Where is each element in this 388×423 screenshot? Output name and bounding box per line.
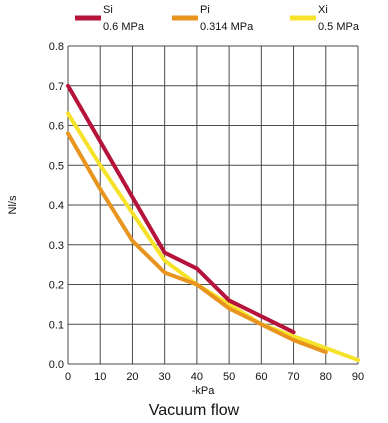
y-tick-label-0.2: 0.2 bbox=[49, 280, 64, 292]
legend-pressure-si: 0.6 MPa bbox=[103, 21, 145, 33]
y-axis-label: Nl/s bbox=[7, 195, 19, 214]
y-tick-label-0.7: 0.7 bbox=[49, 81, 64, 93]
x-tick-label-30: 30 bbox=[159, 371, 171, 383]
tick-labels: 0 10 20 30 40 50 60 70 80 90 0.0 0.1 0.2 0.3 0.4 0.5 0.6… bbox=[49, 41, 364, 383]
x-tick-label-60: 60 bbox=[255, 371, 267, 383]
series-lines bbox=[66, 83, 360, 362]
y-tick-label-0.6: 0.6 bbox=[49, 121, 64, 133]
series-line-pi bbox=[66, 131, 328, 355]
y-tick-label-0.4: 0.4 bbox=[49, 200, 64, 212]
legend-pressure-pi: 0.314 MPa bbox=[200, 21, 254, 33]
y-tick-label-0.8: 0.8 bbox=[49, 41, 64, 53]
chart-caption: Vacuum flow bbox=[148, 402, 240, 419]
legend: Si 0.6 MPa Pi 0.314 MPa Xi 0.5 MPa bbox=[75, 4, 360, 33]
legend-name-xi: Xi bbox=[318, 4, 328, 16]
series-line-si bbox=[66, 83, 296, 335]
x-tick-label-70: 70 bbox=[287, 371, 299, 383]
x-axis-label: -kPa bbox=[192, 385, 216, 397]
x-tick-label-90: 90 bbox=[352, 371, 364, 383]
y-tick-label-0.1: 0.1 bbox=[49, 319, 64, 331]
x-tick-label-80: 80 bbox=[320, 371, 332, 383]
legend-name-si: Si bbox=[103, 4, 113, 16]
x-tick-label-0: 0 bbox=[65, 371, 71, 383]
x-tick-label-40: 40 bbox=[191, 371, 203, 383]
x-tick-label-10: 10 bbox=[94, 371, 106, 383]
series-line-xi bbox=[66, 111, 360, 362]
legend-pressure-xi: 0.5 MPa bbox=[318, 21, 360, 33]
x-tick-label-20: 20 bbox=[126, 371, 138, 383]
x-tick-label-50: 50 bbox=[223, 371, 235, 383]
y-tick-label-0.0: 0.0 bbox=[49, 359, 64, 371]
y-tick-label-0.3: 0.3 bbox=[49, 240, 64, 252]
y-tick-label-0.5: 0.5 bbox=[49, 160, 64, 172]
legend-name-pi: Pi bbox=[200, 4, 210, 16]
